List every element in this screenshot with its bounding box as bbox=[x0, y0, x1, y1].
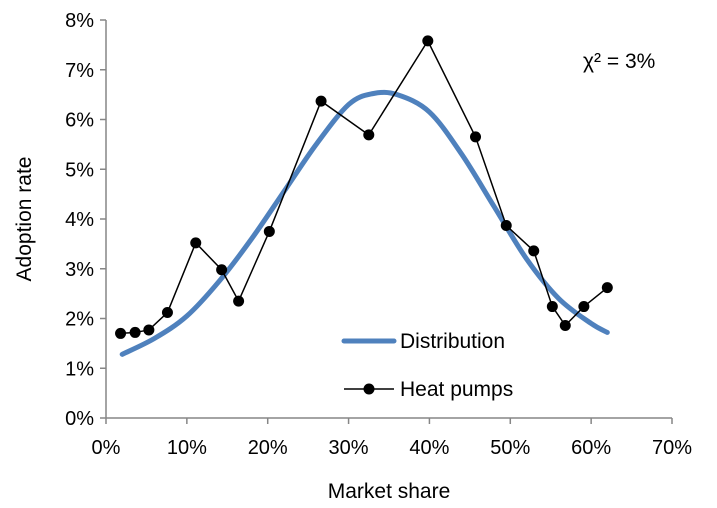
y-tick-label: 1% bbox=[65, 358, 94, 380]
x-tick-label: 70% bbox=[652, 437, 692, 459]
axes bbox=[105, 20, 672, 419]
y-tick-label: 4% bbox=[65, 209, 94, 231]
data-point-heat-pumps bbox=[115, 327, 127, 339]
data-point-heat-pumps bbox=[578, 301, 590, 313]
y-tick-label: 5% bbox=[65, 159, 94, 181]
data-point-heat-pumps bbox=[190, 237, 202, 249]
series-line-distribution bbox=[119, 89, 610, 357]
data-point-heat-pumps bbox=[263, 225, 275, 237]
legend-label-heat-pumps: Heat pumps bbox=[400, 378, 513, 401]
data-point-heat-pumps bbox=[315, 95, 327, 107]
x-tick-label: 30% bbox=[329, 437, 369, 459]
data-point-heat-pumps bbox=[500, 219, 512, 231]
y-tick-label: 7% bbox=[65, 60, 94, 82]
x-tick-label: 60% bbox=[571, 437, 611, 459]
ticks bbox=[100, 19, 673, 424]
series-line-heat-pumps bbox=[120, 39, 608, 335]
y-tick-label: 0% bbox=[65, 408, 94, 430]
x-tick-label: 20% bbox=[248, 437, 288, 459]
data-point-heat-pumps bbox=[559, 319, 571, 331]
data-point-heat-pumps bbox=[422, 35, 434, 47]
x-axis-title: Market share bbox=[328, 480, 451, 503]
series-layer bbox=[115, 35, 613, 357]
x-tick-label: 0% bbox=[92, 437, 121, 459]
y-tick-label: 8% bbox=[65, 10, 94, 32]
legend-label-distribution: Distribution bbox=[400, 330, 505, 353]
y-tick-label: 2% bbox=[65, 309, 94, 331]
data-point-heat-pumps bbox=[601, 282, 613, 294]
legend-marker-heat-pumps bbox=[363, 383, 375, 395]
y-tick-label: 3% bbox=[65, 259, 94, 281]
data-point-heat-pumps bbox=[470, 131, 482, 143]
chi-square-annotation: χ² = 3% bbox=[583, 50, 655, 73]
x-tick-label: 40% bbox=[409, 437, 449, 459]
data-point-heat-pumps bbox=[363, 129, 375, 141]
legend-item-distribution: Distribution bbox=[341, 330, 505, 353]
legend-item-heat-pumps: Heat pumps bbox=[344, 378, 513, 401]
data-point-heat-pumps bbox=[143, 324, 155, 336]
data-point-heat-pumps bbox=[216, 264, 228, 276]
legend: Distribution Heat pumps bbox=[341, 330, 513, 401]
y-axis-title: Adoption rate bbox=[13, 157, 36, 282]
x-tick-label: 50% bbox=[490, 437, 530, 459]
data-point-heat-pumps bbox=[546, 301, 558, 313]
data-point-heat-pumps bbox=[161, 307, 173, 319]
data-point-heat-pumps bbox=[528, 245, 540, 257]
tick-labels: 0% 1% 2% 3% 4% 5% 6% 7% 8% 0% 10% 20% 30% 40% 50% 60% 70… bbox=[65, 10, 692, 459]
x-tick-label: 10% bbox=[167, 437, 207, 459]
data-point-heat-pumps bbox=[233, 295, 245, 307]
y-tick-label: 6% bbox=[65, 110, 94, 132]
data-point-heat-pumps bbox=[129, 326, 141, 338]
